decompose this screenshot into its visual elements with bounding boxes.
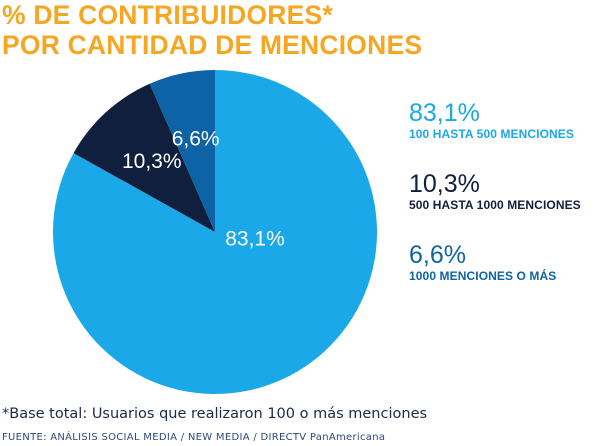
- pie-slice-value-label: 83,1%: [225, 228, 285, 251]
- legend-item-500-1000: 10,3% 500 HASTA 1000 MENCIONES: [409, 171, 581, 212]
- legend-label: 100 HASTA 500 MENCIONES: [409, 127, 574, 141]
- pie-slice-value-label: 6,6%: [172, 128, 220, 151]
- legend-item-1000-plus: 6,6% 1000 MENCIONES O MÁS: [409, 242, 556, 283]
- legend-label: 500 HASTA 1000 MENCIONES: [409, 198, 581, 212]
- pie-slice-value-label: 10,3%: [122, 150, 182, 173]
- legend-item-100-500: 83,1% 100 HASTA 500 MENCIONES: [409, 100, 574, 141]
- footnote: *Base total: Usuarios que realizaron 100…: [2, 406, 427, 422]
- legend-value: 10,3%: [409, 171, 581, 198]
- legend-value: 6,6%: [409, 242, 556, 269]
- source-note: FUENTE: ANÁLISIS SOCIAL MEDIA / NEW MEDI…: [2, 432, 385, 443]
- legend-value: 83,1%: [409, 100, 574, 127]
- legend-label: 1000 MENCIONES O MÁS: [409, 269, 556, 283]
- pie-slices: [53, 70, 377, 394]
